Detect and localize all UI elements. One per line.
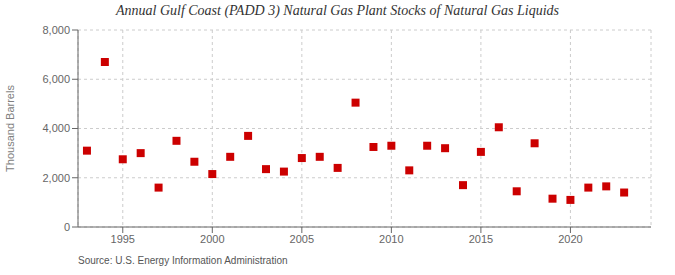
svg-text:0: 0	[64, 221, 70, 233]
svg-text:2000: 2000	[200, 233, 224, 245]
svg-text:2005: 2005	[290, 233, 314, 245]
svg-text:2015: 2015	[469, 233, 493, 245]
svg-text:1995: 1995	[111, 233, 135, 245]
svg-text:8,000: 8,000	[42, 24, 70, 36]
html-text:Annual Gulf Coast (PADD 3) Nat: Annual Gulf Coast (PADD 3) Natural Gas P…	[115, 3, 559, 18]
html-text:Source: U.S. Energy Informatio: Source: U.S. Energy Information Administ…	[78, 255, 288, 266]
svg-text:2010: 2010	[379, 233, 403, 245]
svg-text:2,000: 2,000	[42, 172, 70, 184]
svg-text:Thousand Barrels: Thousand Barrels	[8, 85, 16, 172]
svg-text:6,000: 6,000	[42, 73, 70, 85]
svg-text:2020: 2020	[558, 233, 582, 245]
svg-text:4,000: 4,000	[42, 122, 70, 134]
